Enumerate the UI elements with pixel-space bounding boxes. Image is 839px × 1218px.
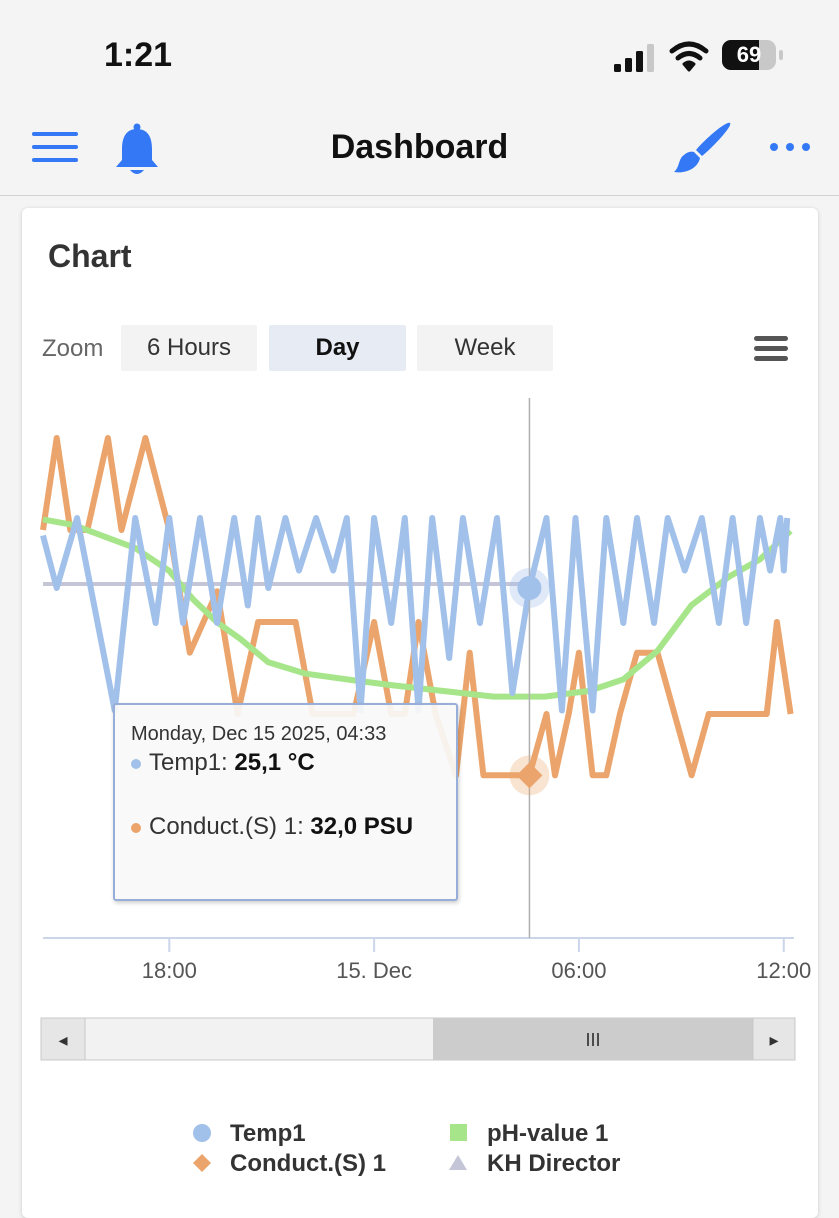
x-tick-label: 12:00 — [756, 958, 811, 983]
hover-point-conduct — [516, 762, 543, 789]
scrollbar-thumb[interactable] — [433, 1018, 753, 1060]
status-time: 1:21 — [104, 36, 173, 74]
scroll-left-icon: ◂ — [58, 1030, 67, 1051]
x-tick-label: 15. Dec — [336, 958, 412, 983]
chart-card: Chart Zoom 6 Hours Day Week 18:00 15. Dec… — [22, 208, 818, 1218]
scroll-right-icon: ▸ — [769, 1030, 778, 1051]
chart-scrollbar[interactable]: III ◂ ▸ — [40, 1017, 796, 1061]
chart-tooltip: Monday, Dec 15 2025, 04:33 Temp1: 25,1 °… — [113, 703, 458, 901]
scrollbar-grip: III — [585, 1030, 600, 1050]
zoom-day-button[interactable]: Day — [269, 325, 406, 371]
scroll-left-button[interactable] — [40, 1017, 86, 1061]
tooltip-series-name: Conduct.(S) 1: — [149, 813, 311, 840]
tooltip-row-conduct: Conduct.(S) 1: 32,0 PSU — [131, 813, 413, 841]
tooltip-series-name: Temp1: — [149, 749, 235, 776]
tooltip-value: 25,1 °C — [234, 749, 315, 776]
tooltip-date: Monday, Dec 15 2025, 04:33 — [131, 723, 387, 745]
legend-conduct[interactable]: Conduct.(S) 1 — [230, 1150, 386, 1177]
legend-conduct-marker — [193, 1154, 211, 1172]
legend-kh[interactable]: KH Director — [487, 1150, 621, 1177]
brush-icon[interactable] — [672, 120, 736, 176]
scroll-right-button[interactable] — [752, 1017, 796, 1061]
more-icon[interactable] — [768, 140, 814, 154]
line-chart[interactable]: 18:00 15. Dec 06:00 12:00 III ◂ ▸ — [22, 208, 818, 1208]
navigation-bar: Dashboard — [0, 100, 839, 196]
legend-temp1[interactable]: Temp1 — [230, 1120, 306, 1147]
x-tick-label: 18:00 — [142, 958, 197, 983]
legend-ph[interactable]: pH-value 1 — [487, 1120, 609, 1147]
legend-kh-marker — [449, 1155, 467, 1170]
legend-temp1-marker — [193, 1124, 211, 1142]
menu-icon[interactable] — [32, 130, 80, 164]
card-title: Chart — [48, 238, 132, 274]
legend-ph-marker — [450, 1124, 467, 1141]
hover-point-temp1 — [517, 576, 542, 600]
tooltip-row-temp1: Temp1: 25,1 °C — [131, 749, 315, 777]
zoom-6-hours-button[interactable]: 6 Hours — [121, 325, 257, 371]
status-bar: 1:21 69 — [0, 0, 839, 100]
battery-percent: 69 — [736, 42, 762, 67]
hamburger-icon[interactable] — [750, 334, 790, 364]
bell-icon[interactable] — [114, 122, 162, 178]
zoom-week-button[interactable]: Week — [417, 325, 553, 371]
cellular-signal-icon — [614, 44, 654, 72]
x-tick-label: 06:00 — [551, 958, 606, 983]
wifi-icon — [669, 41, 709, 72]
series-line-temp1[interactable] — [40, 515, 791, 714]
tooltip-value: 32,0 PSU — [310, 813, 414, 840]
zoom-label: Zoom — [42, 335, 104, 362]
page-title: Dashboard — [330, 128, 509, 166]
series-line-ph-value-1[interactable] — [42, 516, 793, 700]
